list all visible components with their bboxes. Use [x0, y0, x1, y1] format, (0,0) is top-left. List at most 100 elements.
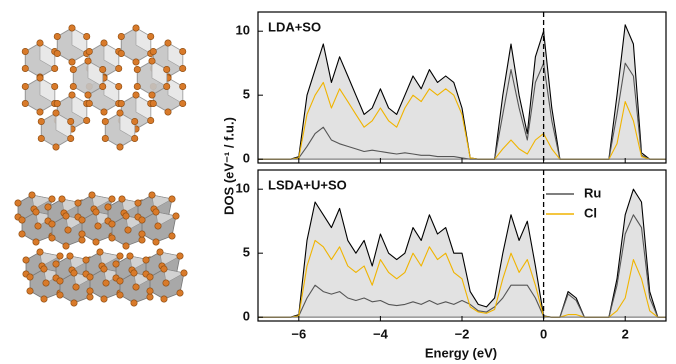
atom [149, 58, 155, 64]
atom [118, 100, 124, 106]
atom [84, 117, 90, 123]
atom [139, 217, 145, 223]
atom [70, 83, 76, 89]
atom [35, 223, 41, 229]
x-axis-label: Energy (eV) [425, 345, 497, 360]
atom [177, 290, 183, 296]
atom [103, 280, 109, 286]
atom [37, 40, 43, 46]
atom [123, 243, 129, 249]
atom [54, 50, 60, 56]
atom [180, 48, 186, 54]
atom [85, 92, 91, 98]
area-fill [258, 25, 666, 159]
atom [54, 100, 60, 106]
atom [59, 196, 65, 202]
atom [73, 284, 79, 290]
atom [125, 227, 131, 233]
atom [180, 83, 186, 89]
x-tick-label: −2 [455, 326, 470, 341]
y-tick-label: 5 [243, 245, 250, 260]
panel: 0510−6−4−202LSDA+U+SORuCl [236, 170, 666, 341]
atom [157, 249, 163, 255]
y-tick-label: 5 [243, 87, 250, 102]
atom [117, 144, 123, 150]
atom [100, 83, 106, 89]
atom [22, 48, 28, 54]
atom [41, 296, 47, 302]
atom [69, 25, 75, 31]
atom [54, 33, 60, 39]
atom [49, 196, 55, 202]
atom [95, 223, 101, 229]
atom [117, 278, 123, 284]
atom [79, 231, 85, 237]
atom [38, 135, 44, 141]
atom [33, 209, 39, 215]
atom [22, 83, 28, 89]
atom [67, 253, 73, 259]
atom [117, 253, 123, 259]
atom [41, 266, 47, 272]
atom [169, 196, 175, 202]
atom [69, 92, 75, 98]
atom [133, 25, 139, 31]
atom [143, 257, 149, 263]
panel: 0510LDA+SO [236, 12, 666, 166]
atom [118, 33, 124, 39]
atom [49, 221, 55, 227]
atom [71, 270, 77, 276]
atom [105, 204, 111, 210]
atom [116, 65, 122, 71]
atom [37, 249, 43, 255]
atom [109, 196, 115, 202]
atom [131, 300, 137, 306]
atom [63, 243, 69, 249]
atom [161, 296, 167, 302]
panel-label: LSDA+U+SO [268, 177, 347, 192]
atom [133, 92, 139, 98]
figure: DOS (eV⁻¹ / f.u.) Energy (eV) 0510LDA+SO… [0, 0, 676, 364]
atom [52, 65, 58, 71]
atom [43, 280, 49, 286]
x-tick-label: −4 [373, 326, 389, 341]
atom [119, 196, 125, 202]
atom [153, 209, 159, 215]
atom [33, 239, 39, 245]
atom [19, 217, 25, 223]
atom [101, 40, 107, 46]
atom [173, 213, 179, 219]
atom [134, 83, 140, 89]
atom [87, 294, 93, 300]
atom [23, 257, 29, 263]
atom [89, 192, 95, 198]
atom [93, 239, 99, 245]
atom [134, 66, 140, 72]
atom [177, 253, 183, 259]
atom [163, 280, 169, 286]
atom [57, 278, 63, 284]
atom [180, 65, 186, 71]
atom [181, 270, 187, 276]
legend-label: Cl [584, 205, 597, 220]
panel-label: LDA+SO [268, 19, 321, 34]
atom [147, 294, 153, 300]
atom [75, 200, 81, 206]
atom [53, 110, 59, 116]
atom [169, 233, 175, 239]
y-axis-label: DOS (eV⁻¹ / f.u.) [221, 117, 236, 215]
atom [57, 292, 63, 298]
atom [38, 118, 44, 124]
atom [70, 66, 76, 72]
atom [148, 117, 154, 123]
atom [161, 266, 167, 272]
atom [37, 109, 43, 115]
atom [164, 66, 170, 72]
atom [164, 83, 170, 89]
atom [117, 110, 123, 116]
atom [53, 261, 59, 267]
atom [117, 292, 123, 298]
atom [131, 270, 137, 276]
atom [150, 100, 156, 106]
atom [118, 50, 124, 56]
